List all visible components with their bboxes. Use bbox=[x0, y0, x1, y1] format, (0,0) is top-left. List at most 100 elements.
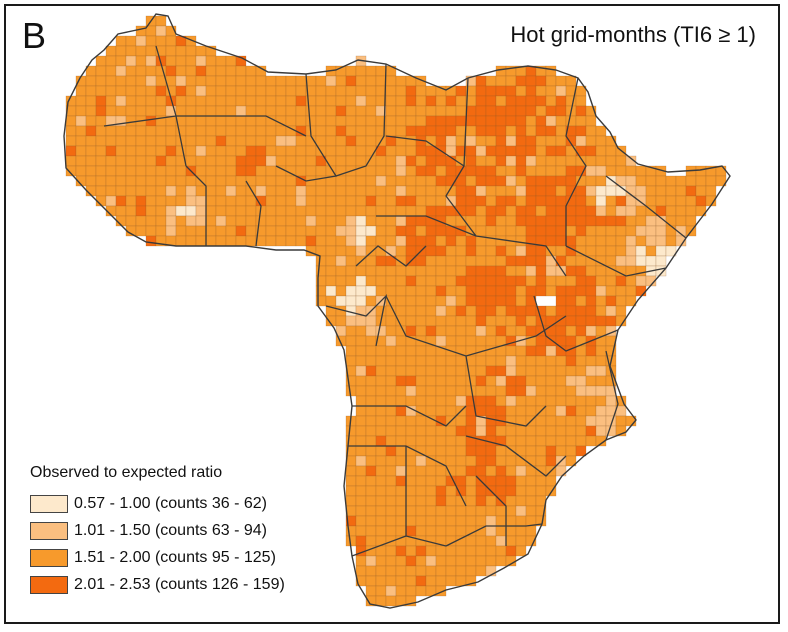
grid-cell bbox=[395, 405, 407, 417]
grid-cell bbox=[365, 245, 377, 257]
grid-cell bbox=[385, 455, 397, 467]
grid-cell bbox=[365, 465, 377, 477]
grid-cell bbox=[285, 215, 297, 227]
grid-cell bbox=[565, 145, 577, 157]
grid-cell bbox=[395, 305, 407, 317]
grid-cell bbox=[235, 65, 247, 77]
grid-cell bbox=[535, 445, 547, 457]
grid-cell bbox=[365, 515, 377, 527]
grid-cell bbox=[225, 175, 237, 187]
grid-cell bbox=[435, 165, 447, 177]
grid-cell bbox=[125, 155, 137, 167]
grid-cell bbox=[75, 105, 87, 117]
grid-cell bbox=[355, 285, 367, 297]
grid-cell bbox=[625, 175, 637, 187]
grid-cell bbox=[385, 115, 397, 127]
grid-cell bbox=[545, 365, 557, 377]
grid-cell bbox=[565, 175, 577, 187]
legend-title: Observed to expected ratio bbox=[30, 464, 223, 481]
grid-cell bbox=[365, 185, 377, 197]
grid-cell bbox=[395, 545, 407, 557]
grid-cell bbox=[485, 285, 497, 297]
grid-cell bbox=[265, 105, 277, 117]
grid-cell bbox=[515, 115, 527, 127]
grid-cell bbox=[545, 475, 557, 487]
grid-cell bbox=[315, 215, 327, 227]
grid-cell bbox=[395, 195, 407, 207]
grid-cell bbox=[375, 165, 387, 177]
grid-cell bbox=[95, 135, 107, 147]
grid-cell bbox=[395, 585, 407, 597]
grid-cell bbox=[455, 365, 467, 377]
grid-cell bbox=[655, 235, 667, 247]
grid-cell bbox=[465, 335, 477, 347]
grid-cell bbox=[405, 135, 417, 147]
grid-cell bbox=[605, 165, 617, 177]
grid-cell bbox=[475, 165, 487, 177]
grid-cell bbox=[275, 205, 287, 217]
grid-cell bbox=[415, 345, 427, 357]
grid-cell bbox=[315, 115, 327, 127]
grid-cell bbox=[425, 405, 437, 417]
grid-cell bbox=[685, 205, 697, 217]
grid-cell bbox=[305, 205, 317, 217]
grid-cell bbox=[395, 445, 407, 457]
grid-cell bbox=[535, 205, 547, 217]
grid-cell bbox=[535, 255, 547, 267]
grid-cell bbox=[375, 255, 387, 267]
grid-cell bbox=[375, 205, 387, 217]
grid-cell bbox=[185, 105, 197, 117]
grid-cell bbox=[485, 545, 497, 557]
grid-cell bbox=[165, 155, 177, 167]
grid-cell bbox=[685, 195, 697, 207]
grid-cell bbox=[185, 55, 197, 67]
grid-cell bbox=[435, 205, 447, 217]
grid-cell bbox=[105, 175, 117, 187]
grid-cell bbox=[265, 185, 277, 197]
grid-cell bbox=[695, 195, 707, 207]
grid-cell bbox=[115, 45, 127, 57]
grid-cell bbox=[525, 505, 537, 517]
grid-cell bbox=[95, 155, 107, 167]
grid-cell bbox=[415, 105, 427, 117]
country-border bbox=[465, 355, 547, 427]
grid-cell bbox=[575, 445, 587, 457]
grid-cell bbox=[615, 305, 627, 317]
grid-cell bbox=[195, 45, 207, 57]
grid-cell bbox=[215, 155, 227, 167]
grid-cell bbox=[505, 75, 517, 87]
country-border bbox=[533, 295, 619, 352]
grid-cell bbox=[185, 45, 197, 57]
grid-cell bbox=[625, 275, 637, 287]
grid-cell bbox=[355, 315, 367, 327]
grid-cell bbox=[605, 285, 617, 297]
grid-cell bbox=[565, 455, 577, 467]
grid-cell bbox=[535, 115, 547, 127]
grid-cell bbox=[545, 165, 557, 177]
grid-cell bbox=[525, 325, 537, 337]
grid-cell bbox=[455, 245, 467, 257]
grid-cell bbox=[365, 255, 377, 267]
grid-cell bbox=[385, 155, 397, 167]
grid-cell bbox=[525, 135, 537, 147]
grid-cell bbox=[645, 245, 657, 257]
grid-cell bbox=[505, 225, 517, 237]
grid-cell bbox=[495, 395, 507, 407]
grid-cell bbox=[495, 535, 507, 547]
grid-cell bbox=[485, 565, 497, 577]
grid-cell bbox=[145, 145, 157, 157]
grid-cell bbox=[375, 195, 387, 207]
grid-cell bbox=[405, 435, 417, 447]
grid-cell bbox=[435, 395, 447, 407]
grid-cell bbox=[535, 195, 547, 207]
grid-cell bbox=[365, 165, 377, 177]
grid-cell bbox=[555, 175, 567, 187]
grid-cell bbox=[645, 225, 657, 237]
grid-cell bbox=[455, 255, 467, 267]
grid-cell bbox=[485, 505, 497, 517]
grid-cell bbox=[425, 275, 437, 287]
grid-cell bbox=[605, 215, 617, 227]
grid-cell bbox=[615, 195, 627, 207]
legend-item: 1.51 - 2.00 (counts 95 - 125) bbox=[30, 544, 330, 571]
grid-cell bbox=[595, 165, 607, 177]
